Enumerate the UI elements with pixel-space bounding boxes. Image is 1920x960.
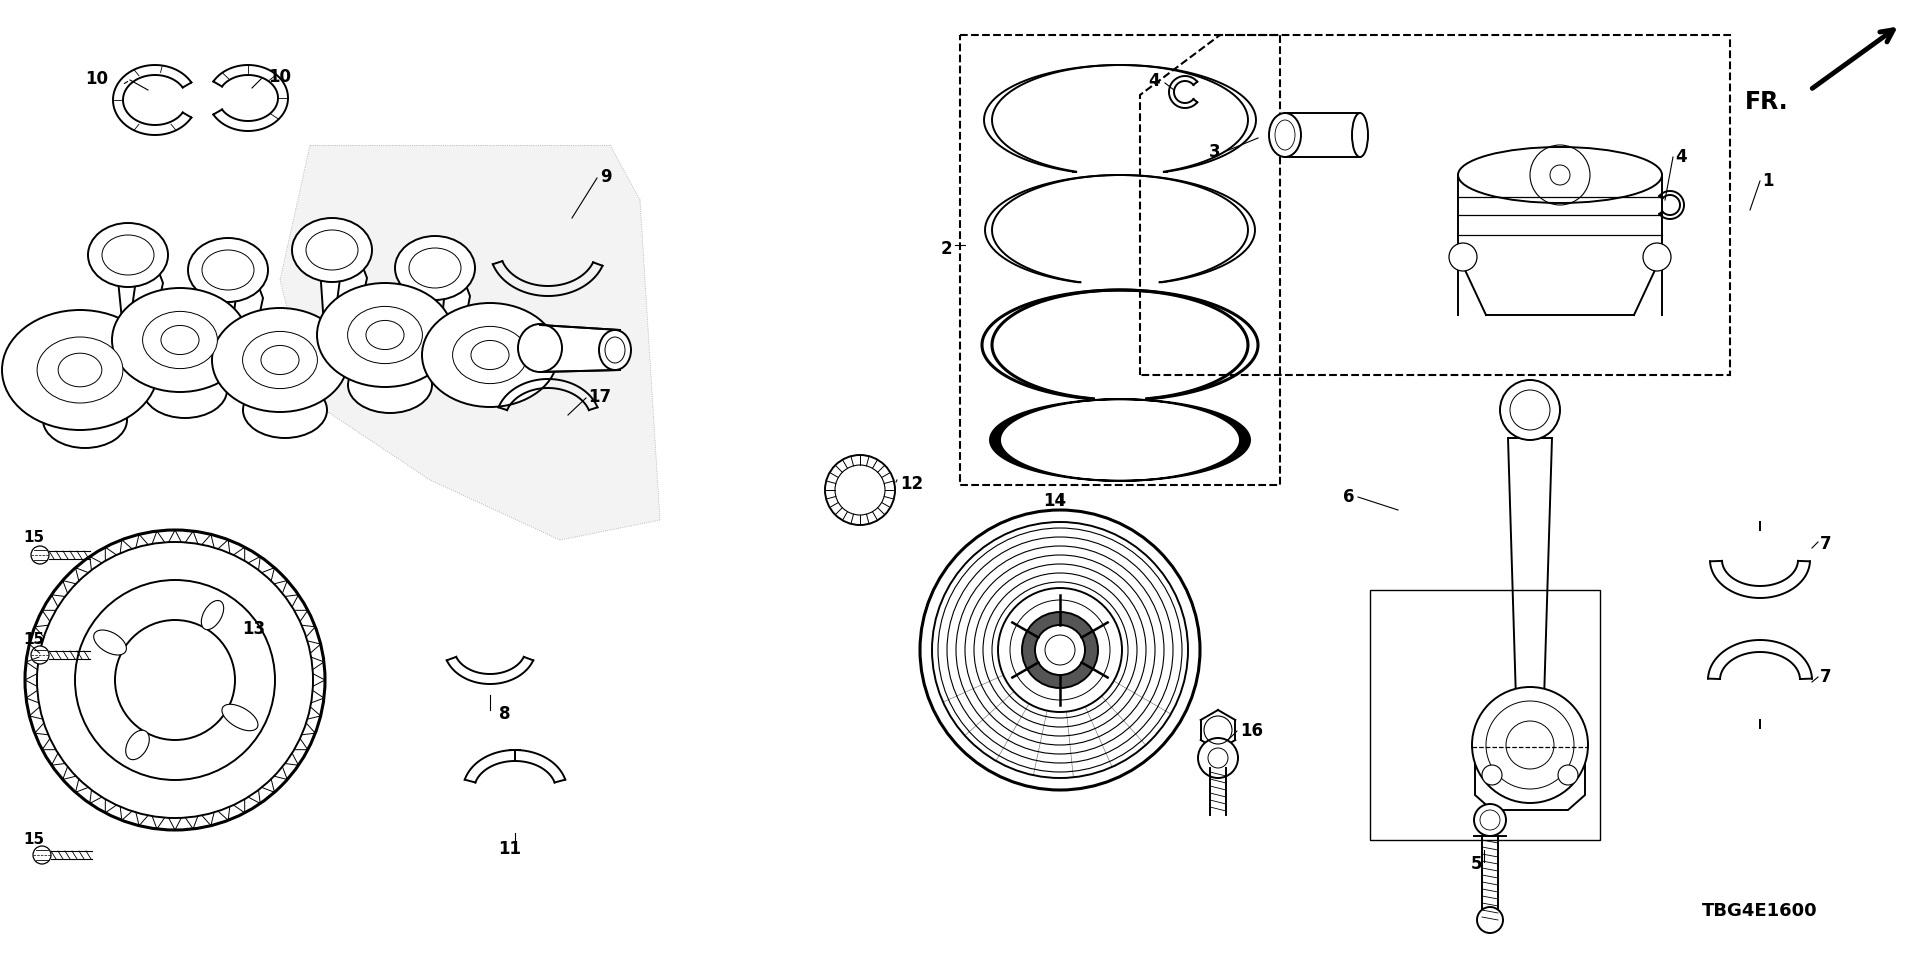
Circle shape bbox=[75, 580, 275, 780]
Text: 10: 10 bbox=[84, 70, 108, 88]
Ellipse shape bbox=[88, 223, 169, 287]
Text: 13: 13 bbox=[242, 620, 265, 638]
Ellipse shape bbox=[244, 382, 326, 438]
Circle shape bbox=[826, 455, 895, 525]
Text: 10: 10 bbox=[269, 68, 292, 86]
Ellipse shape bbox=[422, 303, 559, 407]
Polygon shape bbox=[131, 230, 163, 362]
Text: 4: 4 bbox=[1148, 72, 1160, 90]
Text: 17: 17 bbox=[588, 388, 611, 406]
Ellipse shape bbox=[211, 308, 348, 412]
Circle shape bbox=[1021, 612, 1098, 688]
Circle shape bbox=[1473, 687, 1588, 803]
Text: 2: 2 bbox=[941, 240, 952, 258]
Polygon shape bbox=[1475, 747, 1586, 810]
Ellipse shape bbox=[348, 357, 432, 413]
Ellipse shape bbox=[599, 330, 632, 370]
Bar bbox=[960, 35, 1281, 485]
Text: TBG4E1600: TBG4E1600 bbox=[1701, 902, 1818, 920]
Circle shape bbox=[1557, 765, 1578, 785]
Ellipse shape bbox=[317, 283, 453, 387]
Ellipse shape bbox=[125, 731, 150, 759]
Text: 12: 12 bbox=[900, 475, 924, 493]
Circle shape bbox=[31, 646, 50, 664]
Polygon shape bbox=[420, 243, 455, 360]
Ellipse shape bbox=[261, 346, 300, 374]
Text: 16: 16 bbox=[1240, 722, 1263, 740]
Circle shape bbox=[1198, 738, 1238, 778]
Ellipse shape bbox=[202, 600, 223, 630]
Ellipse shape bbox=[1457, 147, 1663, 203]
Ellipse shape bbox=[409, 248, 461, 288]
Circle shape bbox=[1475, 804, 1505, 836]
Text: 4: 4 bbox=[1674, 148, 1686, 166]
Polygon shape bbox=[991, 399, 1250, 481]
Circle shape bbox=[1476, 907, 1503, 933]
Text: 8: 8 bbox=[499, 705, 511, 723]
Circle shape bbox=[1644, 243, 1670, 271]
Ellipse shape bbox=[242, 331, 317, 389]
Circle shape bbox=[1450, 243, 1476, 271]
Text: 1: 1 bbox=[1763, 172, 1774, 190]
Text: 5: 5 bbox=[1471, 855, 1482, 873]
Circle shape bbox=[36, 542, 313, 818]
Text: 7: 7 bbox=[1820, 535, 1832, 553]
Ellipse shape bbox=[453, 326, 528, 384]
Polygon shape bbox=[334, 225, 367, 357]
Ellipse shape bbox=[142, 311, 217, 369]
Ellipse shape bbox=[348, 306, 422, 364]
Ellipse shape bbox=[223, 705, 257, 731]
Polygon shape bbox=[317, 225, 351, 385]
Polygon shape bbox=[230, 245, 263, 382]
Text: 9: 9 bbox=[599, 168, 612, 186]
Circle shape bbox=[1500, 380, 1559, 440]
Text: 15: 15 bbox=[23, 832, 44, 847]
Text: 11: 11 bbox=[499, 840, 522, 858]
Circle shape bbox=[115, 620, 234, 740]
Ellipse shape bbox=[305, 230, 357, 270]
Polygon shape bbox=[213, 245, 248, 365]
Circle shape bbox=[33, 846, 52, 864]
Ellipse shape bbox=[142, 362, 227, 418]
Ellipse shape bbox=[42, 392, 127, 448]
Ellipse shape bbox=[188, 238, 269, 302]
Text: 7: 7 bbox=[1820, 668, 1832, 686]
Circle shape bbox=[31, 546, 50, 564]
Polygon shape bbox=[440, 243, 470, 377]
Ellipse shape bbox=[292, 218, 372, 282]
Ellipse shape bbox=[36, 337, 123, 403]
Ellipse shape bbox=[396, 236, 474, 300]
Circle shape bbox=[1482, 765, 1501, 785]
Circle shape bbox=[835, 465, 885, 515]
Polygon shape bbox=[113, 230, 148, 395]
Ellipse shape bbox=[94, 630, 127, 655]
Text: 3: 3 bbox=[1208, 143, 1219, 161]
Ellipse shape bbox=[518, 324, 563, 372]
Ellipse shape bbox=[2, 310, 157, 430]
Text: FR.: FR. bbox=[1745, 90, 1789, 114]
Polygon shape bbox=[1507, 438, 1551, 700]
Ellipse shape bbox=[1352, 113, 1367, 157]
Circle shape bbox=[998, 588, 1121, 712]
Polygon shape bbox=[280, 145, 660, 540]
Ellipse shape bbox=[58, 353, 102, 387]
Text: 6: 6 bbox=[1344, 488, 1356, 506]
Circle shape bbox=[920, 510, 1200, 790]
Ellipse shape bbox=[161, 325, 200, 354]
Ellipse shape bbox=[202, 250, 253, 290]
Circle shape bbox=[25, 530, 324, 830]
Text: 15: 15 bbox=[23, 632, 44, 647]
Ellipse shape bbox=[111, 288, 248, 392]
Circle shape bbox=[931, 522, 1188, 778]
Ellipse shape bbox=[605, 337, 626, 363]
Polygon shape bbox=[540, 325, 620, 372]
Text: 15: 15 bbox=[23, 530, 44, 545]
Text: 14: 14 bbox=[1043, 492, 1068, 510]
Ellipse shape bbox=[1269, 113, 1302, 157]
Ellipse shape bbox=[367, 321, 403, 349]
Ellipse shape bbox=[102, 235, 154, 275]
Ellipse shape bbox=[470, 341, 509, 370]
Circle shape bbox=[1035, 625, 1085, 675]
Bar bbox=[1371, 590, 1599, 840]
